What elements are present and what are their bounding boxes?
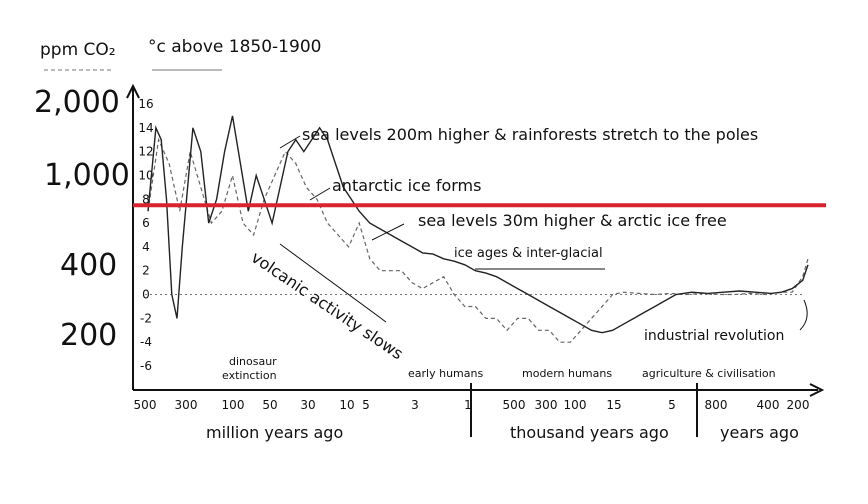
temp-tick: 14	[138, 121, 153, 135]
annotation-arrow	[309, 187, 331, 201]
x-tick: 100	[222, 398, 245, 412]
temp-tick: 6	[142, 216, 150, 230]
temperature-series-line	[147, 115, 809, 334]
x-tick: 5	[668, 398, 676, 412]
era-label: agriculture & civilisation	[642, 367, 776, 380]
x-tick: 100	[564, 398, 587, 412]
x-tick: 300	[175, 398, 198, 412]
x-tick: 400	[757, 398, 780, 412]
x-tick-labels: 500 300 100 50 30 10 5 3 1 500 300 100 15 5 800 400 200	[134, 398, 810, 412]
x-tick: 15	[606, 398, 621, 412]
x-tick: 800	[705, 398, 728, 412]
x-tick: 30	[300, 398, 315, 412]
annotation-industrial: industrial revolution	[644, 328, 784, 344]
temp-tick: -2	[140, 311, 152, 325]
annotation-sea-200m: sea levels 200m higher & rainforests str…	[302, 125, 758, 144]
annotation-arrow	[279, 135, 301, 149]
x-unit-million: million years ago	[206, 423, 343, 442]
x-tick: 1	[464, 398, 472, 412]
temp-axis-title: °c above 1850-1900	[148, 37, 321, 57]
temp-tick: 2	[142, 264, 150, 278]
annotation-ice-ages: ice ages & inter-glacial	[454, 246, 603, 261]
temp-tick: 4	[142, 240, 150, 254]
x-tick: 3	[411, 398, 419, 412]
x-tick: 300	[535, 398, 558, 412]
co2-tick: 200	[60, 318, 117, 353]
x-tick: 500	[503, 398, 526, 412]
temp-tick: 16	[138, 97, 153, 111]
era-label: modern humans	[522, 367, 612, 380]
era-label: early humans	[408, 367, 483, 380]
co2-tick: 1,000	[44, 158, 130, 193]
annotation-volcanic: volcanic activity slows	[248, 248, 407, 364]
x-axis-arrow	[809, 383, 825, 397]
co2-axis-title: ppm CO₂	[40, 40, 116, 60]
annotation-arrow	[371, 223, 405, 241]
annotation-antarctic: antarctic ice forms	[332, 176, 481, 195]
era-label: dinosaur	[229, 355, 277, 368]
x-tick: 10	[339, 398, 354, 412]
temp-tick: -6	[140, 359, 152, 373]
x-unit-years: years ago	[720, 423, 799, 442]
annotation-arrow	[279, 243, 387, 323]
temp-tick: 12	[138, 145, 153, 159]
co2-tick: 2,000	[34, 85, 120, 120]
x-tick: 50	[262, 398, 277, 412]
era-label: extinction	[222, 369, 277, 382]
x-tick: 200	[787, 398, 810, 412]
series-group	[147, 115, 809, 343]
co2-series-line	[147, 137, 809, 343]
x-tick: 5	[362, 398, 370, 412]
annotation-sea-30m: sea levels 30m higher & arctic ice free	[418, 211, 727, 230]
co2-tick: 400	[60, 248, 117, 283]
x-tick: 500	[134, 398, 157, 412]
y-axis-arrow	[126, 83, 140, 99]
x-unit-thousand: thousand years ago	[510, 423, 669, 442]
temp-tick: -4	[140, 335, 152, 349]
temp-tick: 10	[138, 168, 153, 182]
annotation-arrow	[799, 299, 808, 331]
temp-tick: 8	[142, 192, 150, 206]
